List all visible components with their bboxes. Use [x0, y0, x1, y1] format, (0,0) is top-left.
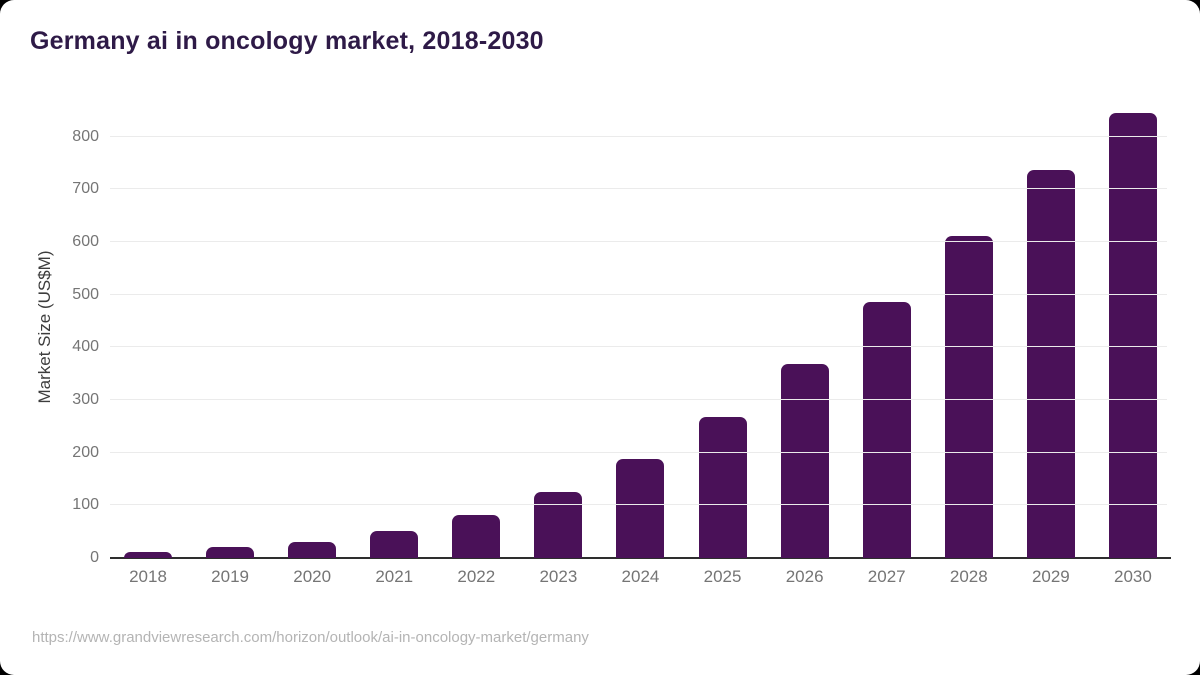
x-tick-label: 2025: [703, 567, 742, 586]
x-tick-label: 2028: [949, 567, 988, 586]
gridline-700: [110, 188, 1167, 190]
x-axis-line: [110, 557, 1171, 559]
bar-2018: [124, 552, 172, 558]
x-tick-label: 2023: [539, 567, 578, 586]
bar-2027: [862, 301, 911, 558]
y-tick-label-700: 700: [72, 180, 99, 198]
x-tick-2029: 2029: [1027, 567, 1075, 587]
gridline-800: [110, 135, 1167, 137]
y-tick-label-400: 400: [72, 338, 99, 356]
x-tick-2028: 2028: [945, 567, 993, 587]
x-tick-2021: 2021: [370, 567, 418, 587]
bar-2021: [370, 530, 419, 558]
y-tick-label-100: 100: [72, 496, 99, 514]
y-tick-label-0: 0: [90, 549, 99, 566]
y-tick-label-800: 800: [72, 127, 99, 145]
x-tick-2024: 2024: [616, 567, 664, 587]
y-tick-label-500: 500: [72, 285, 99, 303]
x-tick-2023: 2023: [534, 567, 582, 587]
x-tick-2026: 2026: [781, 567, 829, 587]
x-tick-label: 2029: [1031, 567, 1070, 586]
y-tick-label-600: 600: [72, 232, 99, 250]
x-tick-label: 2021: [375, 567, 414, 586]
gridline-500: [110, 293, 1167, 295]
x-tick-2022: 2022: [452, 567, 500, 587]
x-axis-labels: 2018 2019 2020 2021 2022 2023 2024 2025 2026 2027…: [110, 567, 1167, 587]
x-tick-label: 2024: [621, 567, 660, 586]
gridline-400: [110, 346, 1167, 348]
plot-area: [110, 97, 1171, 559]
bars-row: [110, 97, 1167, 558]
x-tick-label: 2027: [867, 567, 906, 586]
x-tick-2019: 2019: [206, 567, 254, 587]
gridline-600: [110, 240, 1167, 242]
gridline-100: [110, 504, 1167, 506]
x-tick-label: 2020: [293, 567, 332, 586]
bar-2030: [1108, 113, 1157, 558]
bar-2024: [616, 459, 665, 558]
source-url: https://www.grandviewresearch.com/horizo…: [32, 629, 589, 646]
page-title: Germany ai in oncology market, 2018-2030: [30, 27, 544, 55]
x-tick-label: 2018: [129, 567, 167, 586]
bar-2019: [206, 547, 255, 558]
y-tick-label-300: 300: [72, 390, 99, 408]
bar-2023: [534, 491, 583, 558]
x-tick-2027: 2027: [863, 567, 911, 587]
bar-2028: [944, 236, 993, 558]
y-axis-ticks: 0 100 200 300 400 500 600 700 800: [0, 0, 99, 675]
bar-2026: [780, 364, 829, 558]
x-tick-2030: 2030: [1109, 567, 1157, 587]
x-tick-2018: 2018: [124, 567, 172, 587]
x-tick-2025: 2025: [699, 567, 747, 587]
y-tick-label-200: 200: [72, 443, 99, 461]
bar-2020: [288, 541, 337, 558]
x-tick-label: 2026: [785, 567, 824, 586]
x-tick-2020: 2020: [288, 567, 336, 587]
x-tick-label: 2019: [211, 567, 249, 586]
x-tick-label: 2030: [1114, 567, 1152, 586]
bar-2025: [698, 417, 747, 558]
bar-2022: [452, 515, 501, 558]
bar-2029: [1026, 170, 1075, 558]
gridline-200: [110, 451, 1167, 453]
x-tick-label: 2022: [457, 567, 496, 586]
gridline-300: [110, 398, 1167, 400]
